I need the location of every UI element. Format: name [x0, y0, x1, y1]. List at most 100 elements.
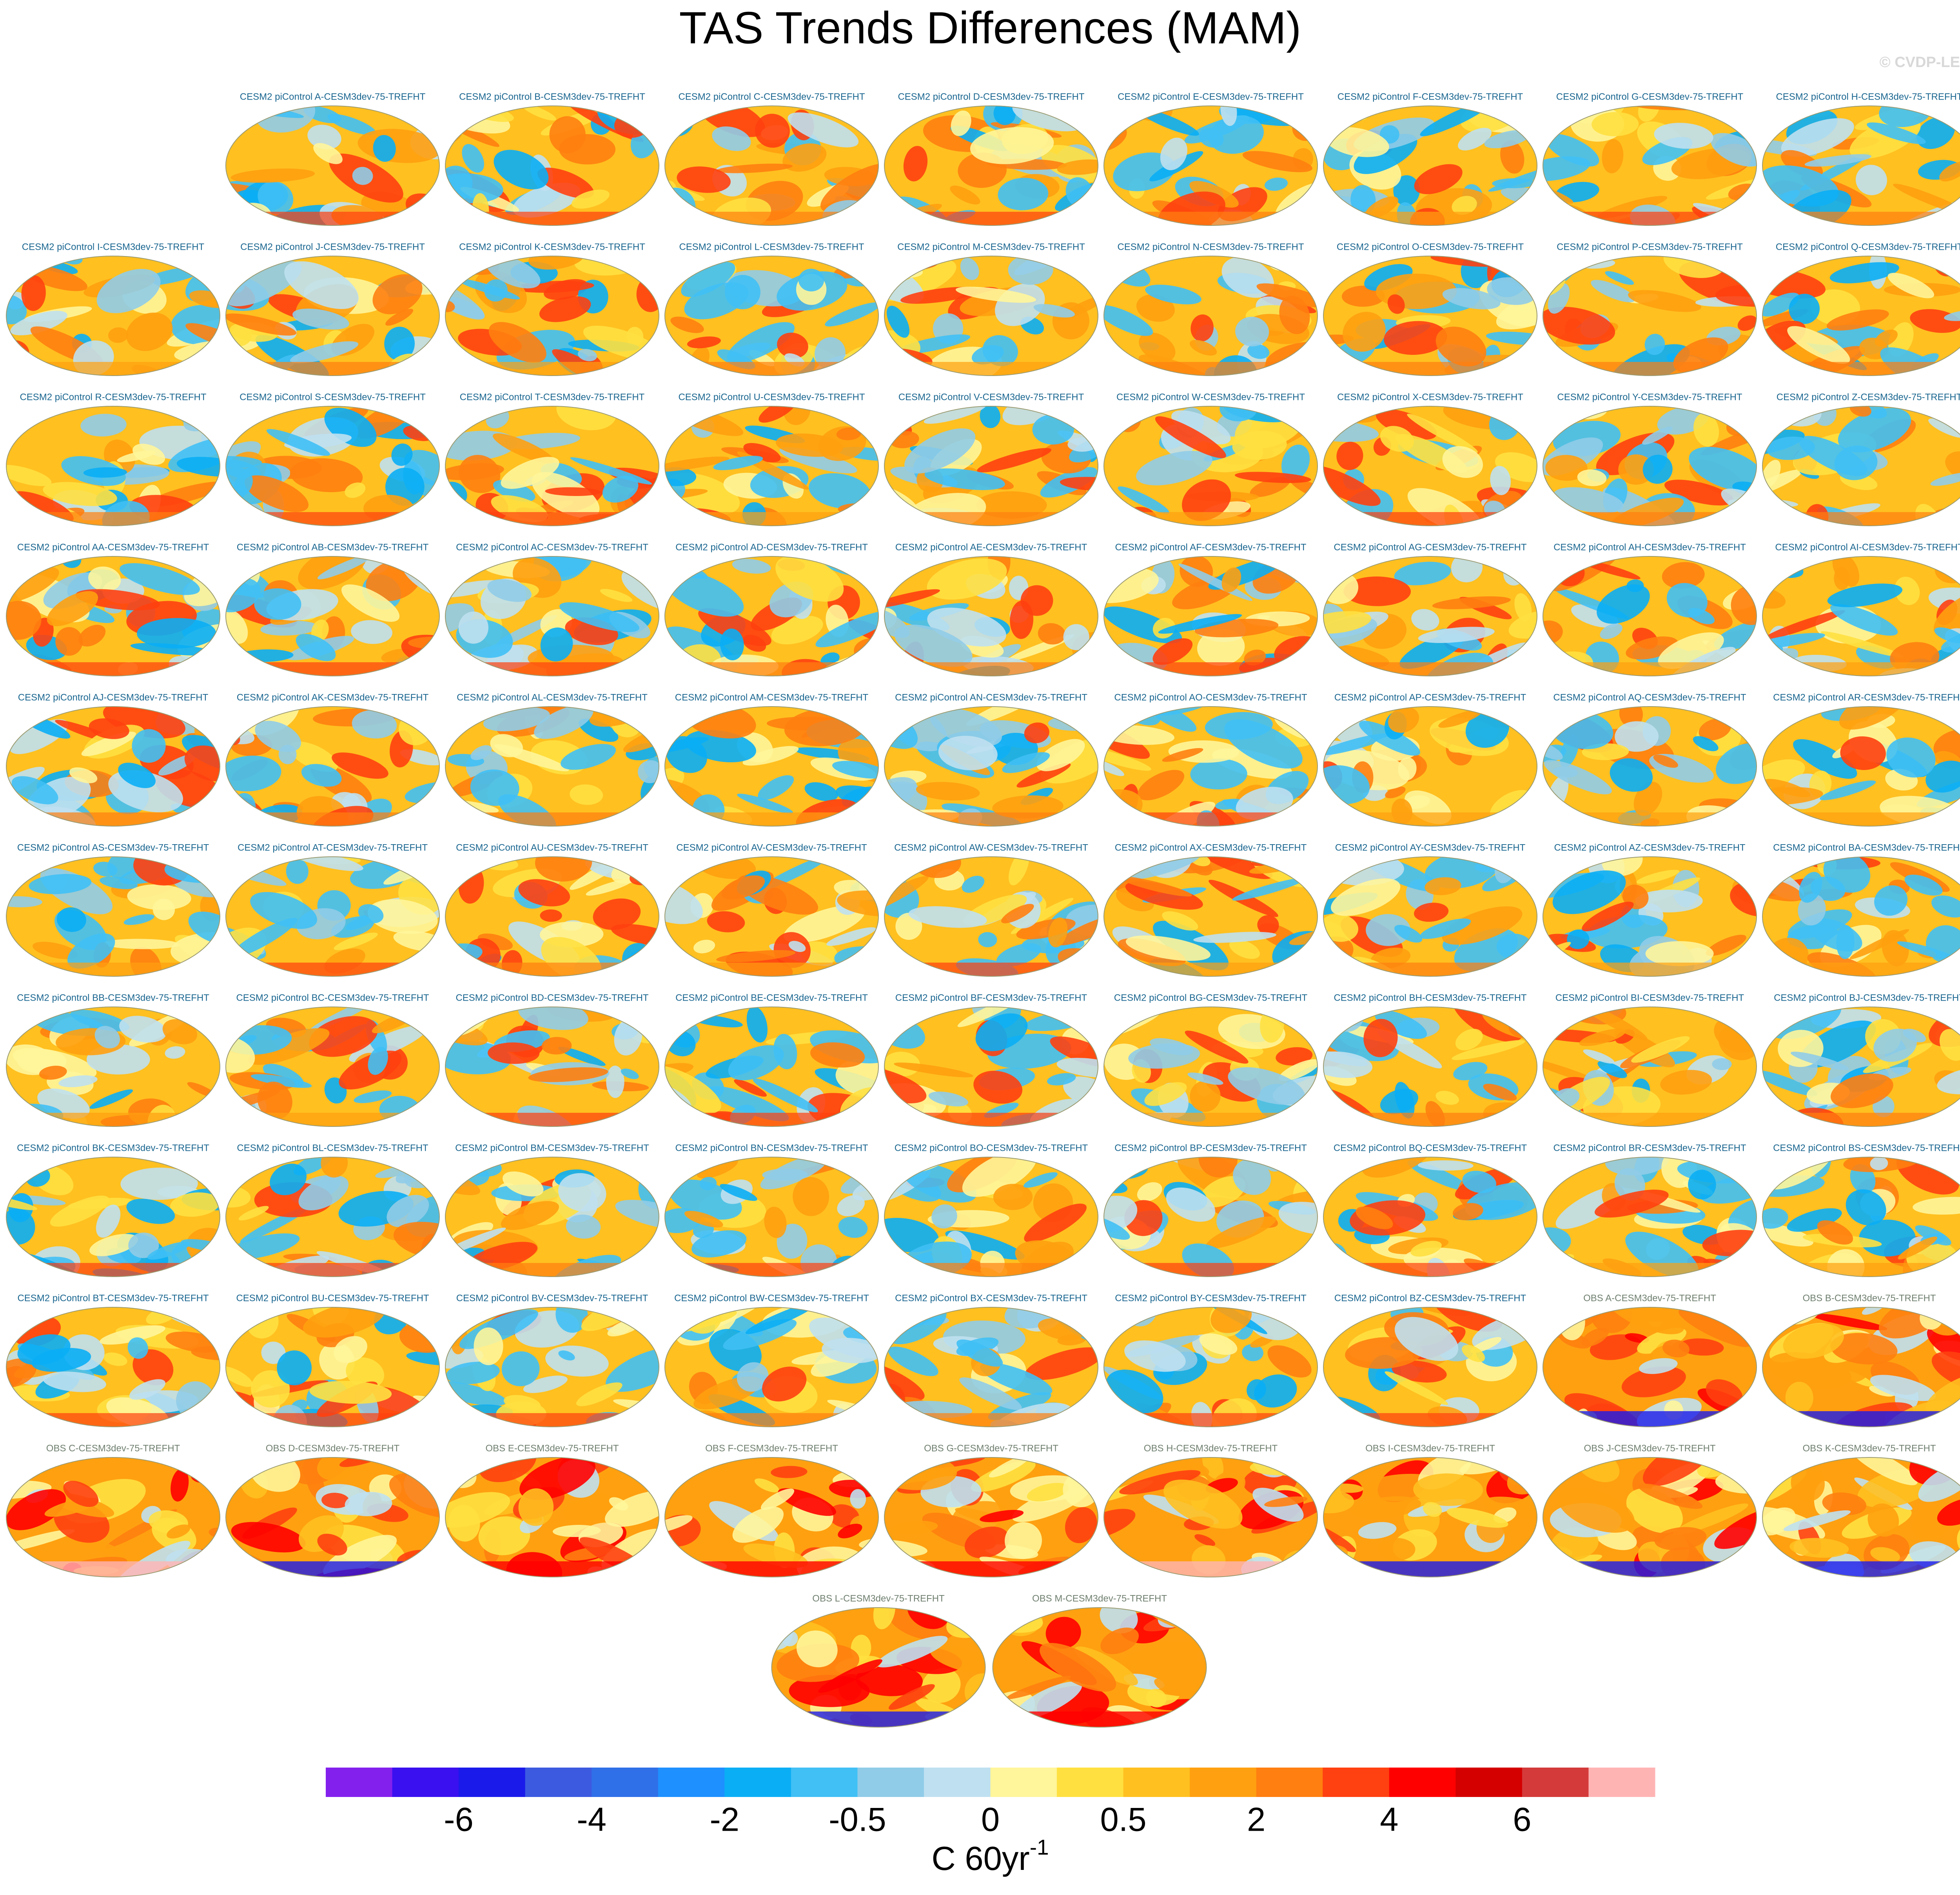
- map-blob: [1036, 739, 1085, 771]
- map-outline: [445, 856, 659, 977]
- map-outline: [1323, 556, 1537, 676]
- map-blob: [43, 482, 117, 506]
- map-blob: [1244, 649, 1266, 666]
- panel-label: CESM2 piControl O-CESM3dev-75-TREFHT: [1337, 242, 1524, 252]
- map-outline: [664, 1457, 879, 1577]
- colorbar-box: [1389, 1768, 1456, 1797]
- panel-label: CESM2 piControl AJ-CESM3dev-75-TREFHT: [18, 692, 209, 703]
- map-blob: [778, 1488, 836, 1516]
- map-blob: [317, 556, 372, 580]
- map-blob: [230, 168, 315, 183]
- panel-label: OBS A-CESM3dev-75-TREFHT: [1583, 1293, 1716, 1303]
- map-blob: [1442, 446, 1483, 478]
- map-blob: [1849, 406, 1871, 417]
- panel-label: CESM2 piControl BR-CESM3dev-75-TREFHT: [1553, 1143, 1746, 1153]
- map-outline: [884, 1157, 1098, 1277]
- map-blob: [804, 782, 838, 801]
- map-outline: [664, 556, 879, 676]
- map-blob: [1934, 627, 1960, 643]
- map-blob: [782, 143, 827, 172]
- map-blob: [1867, 1503, 1899, 1537]
- map: [665, 857, 878, 976]
- panel-label: CESM2 piControl B-CESM3dev-75-TREFHT: [459, 91, 645, 102]
- map-outline: [6, 256, 220, 376]
- map-outline: [1323, 1157, 1537, 1277]
- map-blob: [488, 1042, 540, 1064]
- map-blob: [277, 1350, 312, 1385]
- panel-label: CESM2 piControl AS-CESM3dev-75-TREFHT: [17, 842, 209, 853]
- map-outline: [225, 256, 440, 376]
- map-blob: [1937, 1066, 1960, 1094]
- map-blob: [1577, 469, 1607, 486]
- map-blob: [1785, 1382, 1813, 1414]
- map-blob: [922, 1668, 961, 1703]
- map-blob: [555, 1307, 588, 1333]
- panel-label: CESM2 piControl BB-CESM3dev-75-TREFHT: [17, 992, 209, 1003]
- map-blob: [793, 1177, 829, 1216]
- map-blob: [127, 1337, 148, 1359]
- map-blob: [1040, 1643, 1116, 1692]
- colorbar-box: [1588, 1768, 1655, 1797]
- map-blob: [226, 313, 297, 336]
- panel-label: OBS C-CESM3dev-75-TREFHT: [46, 1443, 180, 1453]
- map-blob: [1038, 623, 1066, 645]
- map-blob: [904, 428, 976, 474]
- panel-label: CESM2 piControl BN-CESM3dev-75-TREFHT: [675, 1143, 868, 1153]
- map-blob: [980, 1510, 1024, 1523]
- map-blob: [773, 1034, 797, 1070]
- map-blob: [1543, 741, 1563, 760]
- map-blob: [1394, 1317, 1458, 1361]
- map-blob: [783, 406, 811, 425]
- map-blob: [727, 322, 795, 363]
- map-blob: [938, 736, 998, 770]
- map-blob: [58, 1075, 98, 1087]
- panel-label: CESM2 piControl BS-CESM3dev-75-TREFHT: [1773, 1143, 1960, 1153]
- map-blob: [775, 556, 844, 602]
- map-blob: [539, 296, 591, 322]
- map-blob: [836, 427, 861, 440]
- map-blob: [1631, 1036, 1690, 1063]
- map-blob: [63, 1481, 99, 1507]
- map-blob: [1939, 1029, 1960, 1061]
- map-blob: [1033, 304, 1075, 318]
- map-outline: [664, 406, 879, 526]
- map-blob: [1712, 1058, 1732, 1070]
- map-outline: [1103, 1307, 1318, 1427]
- map-blob: [716, 950, 796, 963]
- map-outline: [445, 556, 659, 676]
- panel-label: CESM2 piControl AT-CESM3dev-75-TREFHT: [238, 842, 428, 853]
- map-blob: [708, 1086, 789, 1121]
- map-blob: [903, 146, 928, 182]
- panel-label: CESM2 piControl Z-CESM3dev-75-TREFHT: [1777, 392, 1960, 402]
- map-blob: [1278, 1059, 1318, 1081]
- map-blob: [541, 1037, 572, 1055]
- map-blob: [296, 634, 336, 661]
- map-blob: [970, 127, 1054, 164]
- map-blob: [713, 456, 763, 471]
- map-blob: [55, 627, 83, 656]
- map-blob: [1500, 140, 1524, 174]
- map-blob: [578, 349, 597, 362]
- map-blob: [1666, 583, 1708, 618]
- map-blob: [1791, 1465, 1825, 1502]
- map-blob: [1654, 1527, 1707, 1550]
- colorbar-box: [924, 1768, 991, 1797]
- panel-label: CESM2 piControl R-CESM3dev-75-TREFHT: [20, 392, 206, 402]
- map-blob: [387, 1195, 429, 1227]
- map-blob: [754, 1478, 779, 1493]
- map-blob: [1453, 1203, 1483, 1220]
- colorbar-box: [1323, 1768, 1390, 1797]
- map-blob: [1638, 1483, 1703, 1509]
- map-blob: [286, 859, 309, 884]
- colorbar-box: [459, 1768, 526, 1797]
- map-blob: [1939, 162, 1960, 182]
- panel-label: CESM2 piControl AV-CESM3dev-75-TREFHT: [676, 842, 867, 853]
- map-blob: [80, 414, 127, 437]
- map-blob: [1662, 562, 1705, 589]
- map-blob: [762, 1168, 808, 1181]
- map: [6, 256, 220, 376]
- map: [1543, 857, 1757, 976]
- panel-label: CESM2 piControl D-CESM3dev-75-TREFHT: [898, 91, 1084, 102]
- map-blob: [1582, 1328, 1609, 1346]
- map-blob: [39, 1066, 67, 1080]
